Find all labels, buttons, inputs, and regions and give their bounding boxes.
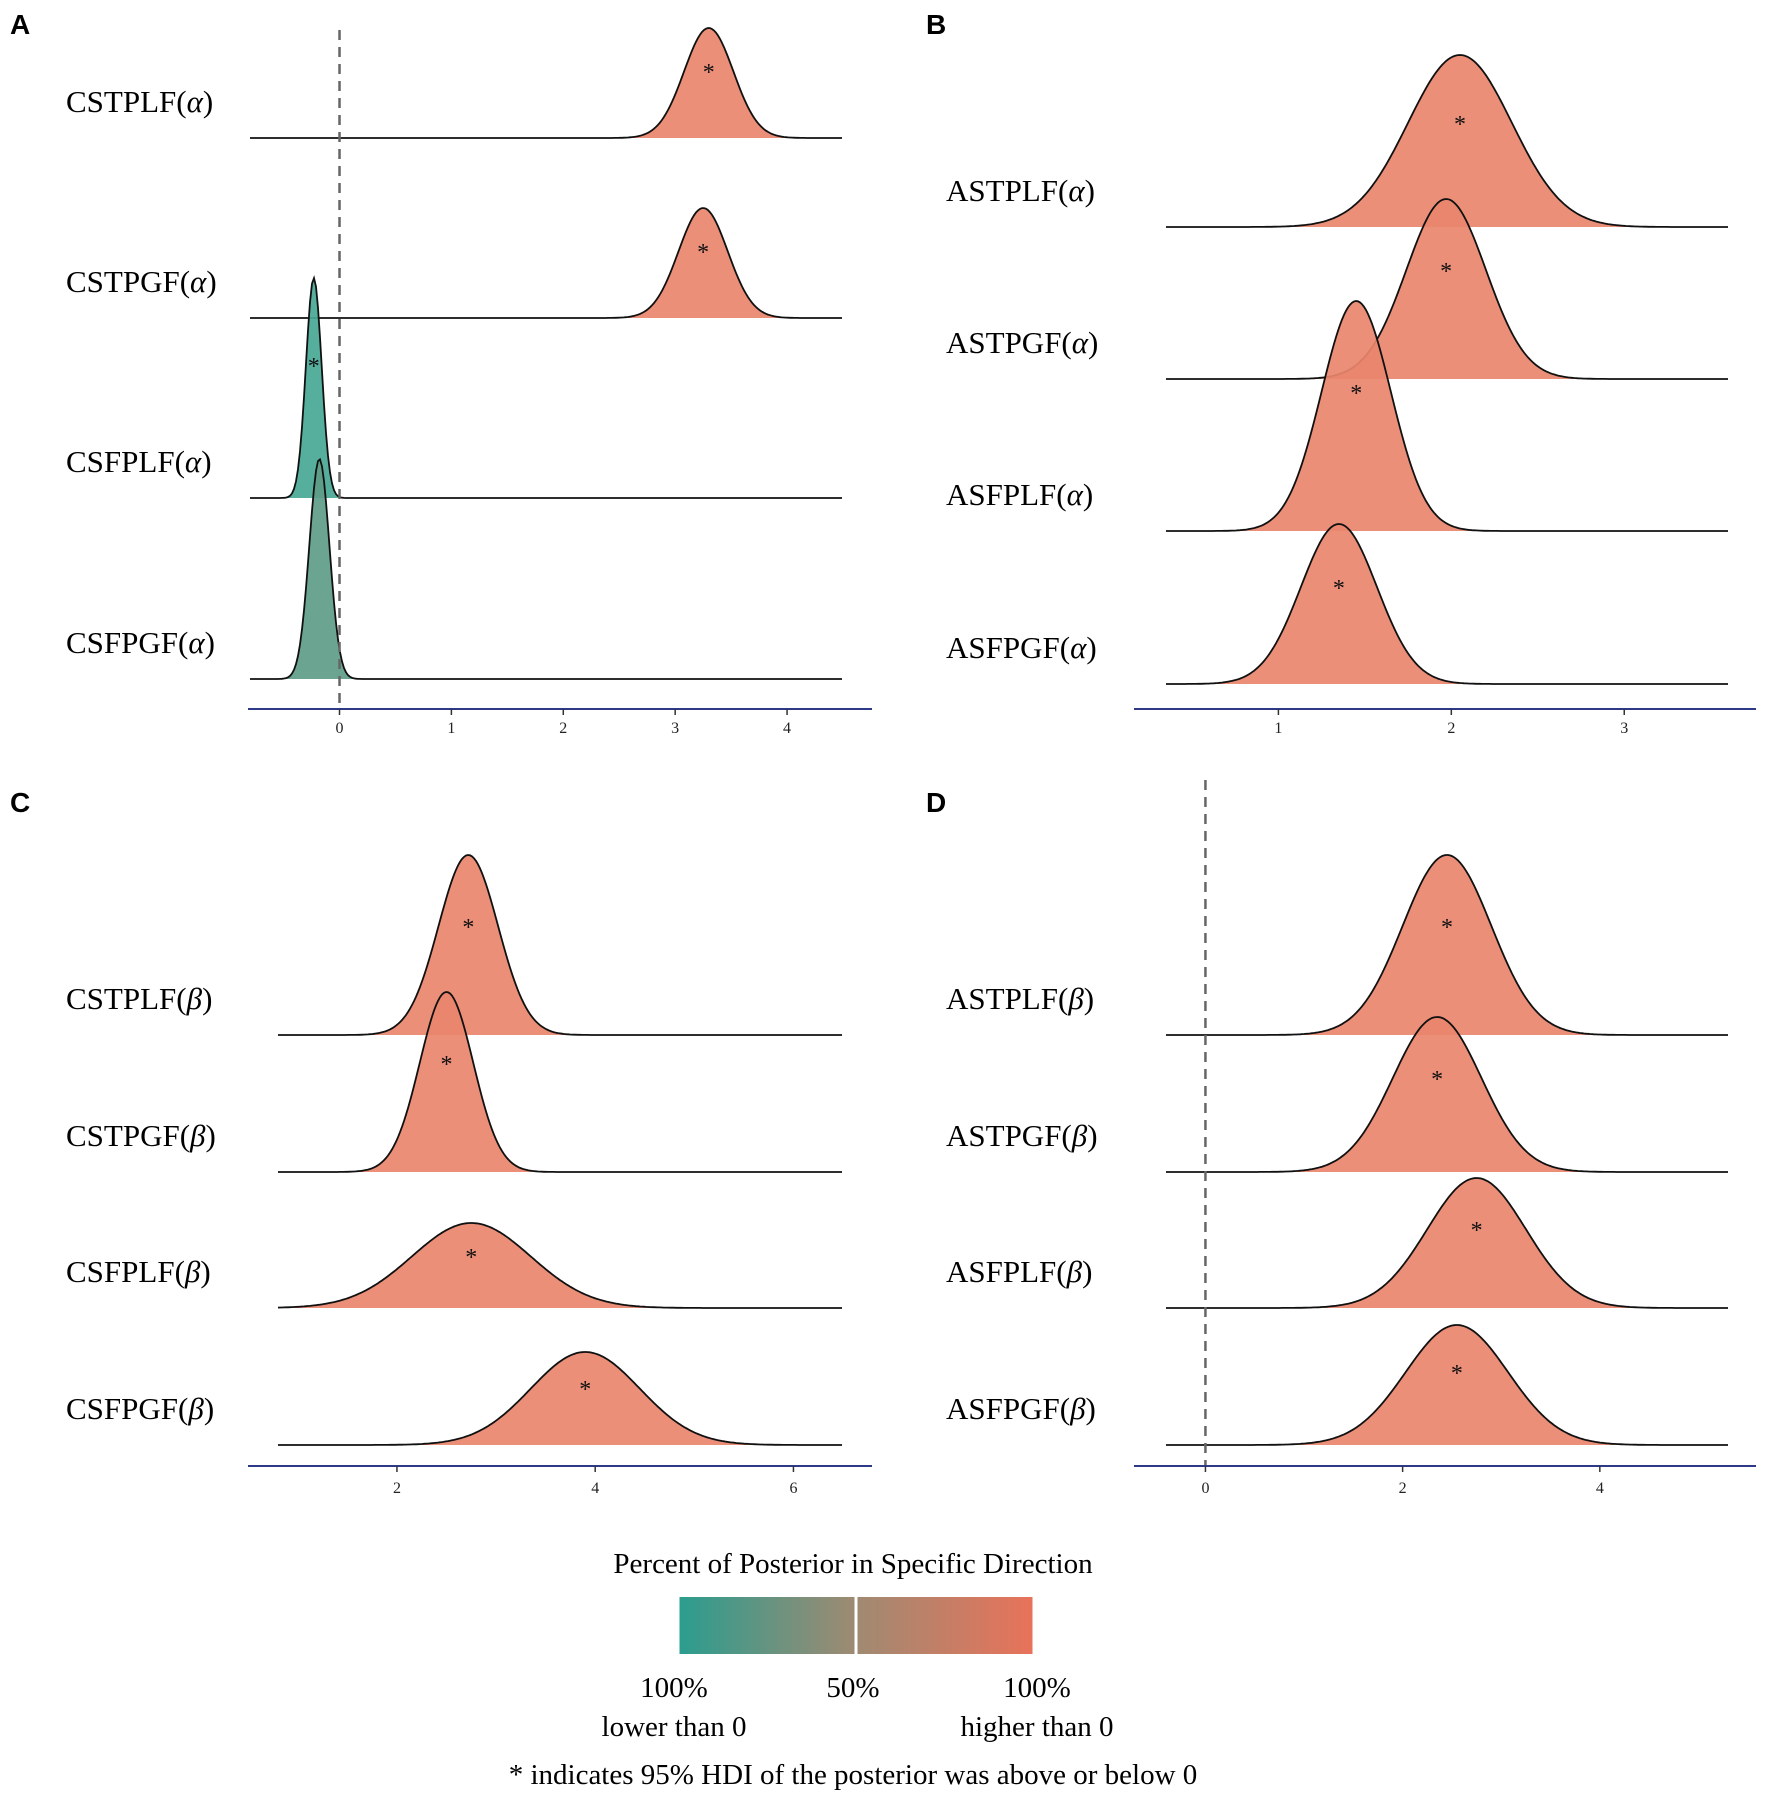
row-label-d-2: ASTPGF(β) bbox=[946, 1118, 1098, 1153]
row-label-a-3: CSFPLF(α) bbox=[66, 444, 212, 479]
ridge-outline-a-1 bbox=[250, 27, 842, 139]
x-tick-label-d-2: 2 bbox=[1399, 1480, 1407, 1497]
ridge-fill-b-2 bbox=[1166, 199, 1728, 379]
hdi-star-c-4: * bbox=[579, 1377, 591, 1403]
row-label-c-1: CSTPLF(β) bbox=[66, 981, 212, 1016]
ridge-outline-b-1 bbox=[1166, 54, 1728, 228]
row-label-d-4: ASFPGF(β) bbox=[946, 1391, 1096, 1426]
x-tick-label-b-2: 2 bbox=[1447, 720, 1455, 737]
ridge-fill-d-4 bbox=[1166, 1325, 1728, 1445]
hdi-star-b-1: * bbox=[1454, 112, 1466, 138]
ridge-outline-c-2 bbox=[278, 991, 842, 1173]
x-tick-label-b-3: 3 bbox=[1620, 720, 1628, 737]
hdi-star-a-2: * bbox=[697, 240, 709, 266]
hdi-star-a-3: * bbox=[308, 354, 320, 380]
row-label-a-4: CSFPGF(α) bbox=[66, 625, 215, 660]
x-tick-label-c-3: 6 bbox=[789, 1480, 797, 1497]
row-label-d-1: ASTPLF(β) bbox=[946, 981, 1094, 1016]
row-label-c-4: CSFPGF(β) bbox=[66, 1391, 214, 1426]
ridge-fill-c-3 bbox=[278, 1223, 843, 1308]
hdi-star-b-4: * bbox=[1333, 576, 1345, 602]
hdi-star-b-3: * bbox=[1350, 381, 1362, 407]
ridge-outline-d-4 bbox=[1166, 1324, 1728, 1446]
row-label-d-3: ASFPLF(β) bbox=[946, 1254, 1092, 1289]
panel-d: D * ASTPLF(β) * ASTPGF(β) * ASFPLF(β) * ASFPGF(β… bbox=[926, 780, 1756, 1497]
legend-right-line2: higher than 0 bbox=[960, 1711, 1113, 1743]
ridge-outline-c-3 bbox=[277, 1222, 842, 1309]
legend: Percent of Posterior in Specific Directi… bbox=[509, 1548, 1198, 1791]
panel-c: C * CSTPLF(β) * CSTPGF(β) * CSFPLF(β) * CSFPGF(β… bbox=[10, 787, 872, 1497]
ridge-fill-b-3 bbox=[1166, 301, 1728, 531]
ridge-fill-b-1 bbox=[1166, 55, 1728, 227]
ridge-outline-a-4 bbox=[250, 457, 842, 680]
x-tick-label-c-1: 2 bbox=[393, 1480, 401, 1497]
hdi-star-a-1: * bbox=[703, 60, 715, 86]
hdi-star-d-2: * bbox=[1431, 1067, 1443, 1093]
x-tick-label-d-1: 0 bbox=[1201, 1480, 1209, 1497]
x-tick-label-b-1: 1 bbox=[1274, 720, 1282, 737]
panel-letter-b: B bbox=[926, 9, 946, 40]
legend-mid-label: 50% bbox=[826, 1672, 879, 1704]
row-label-b-1: ASTPLF(α) bbox=[946, 173, 1095, 208]
ridge-fill-d-1 bbox=[1166, 855, 1728, 1035]
x-tick-label-a-5: 4 bbox=[783, 720, 791, 737]
hdi-star-c-1: * bbox=[462, 915, 474, 941]
x-tick-label-a-2: 1 bbox=[447, 720, 455, 737]
x-tick-label-a-1: 0 bbox=[336, 720, 344, 737]
ridge-outline-c-1 bbox=[278, 854, 842, 1036]
ridge-outline-b-3 bbox=[1166, 300, 1728, 532]
panel-letter-a: A bbox=[10, 9, 30, 40]
ridge-fill-b-4 bbox=[1166, 524, 1728, 684]
legend-right-line1: 100% bbox=[1003, 1672, 1071, 1704]
row-label-a-2: CSTPGF(α) bbox=[66, 264, 217, 299]
panel-a: A * CSTPLF(α) * CSTPGF(α) * CSFPLF(α) CSFPGF(α)… bbox=[10, 9, 872, 737]
ridge-fill-a-2 bbox=[250, 208, 843, 318]
ridge-fill-d-3 bbox=[1166, 1178, 1728, 1308]
hdi-star-b-2: * bbox=[1440, 259, 1452, 285]
panel-letter-c: C bbox=[10, 787, 30, 818]
ridge-outline-a-2 bbox=[250, 207, 842, 319]
panel-letter-d: D bbox=[926, 787, 946, 818]
panel-b: B * ASTPLF(α) * ASTPGF(α) * ASFPLF(α) * ASFPGF(α… bbox=[926, 9, 1756, 737]
footnote: * indicates 95% HDI of the posterior was… bbox=[509, 1759, 1198, 1791]
ridge-fill-a-3 bbox=[250, 278, 843, 498]
ridge-outline-d-1 bbox=[1166, 854, 1728, 1036]
ridge-outline-b-2 bbox=[1166, 198, 1728, 380]
row-label-c-3: CSFPLF(β) bbox=[66, 1254, 211, 1289]
row-label-b-3: ASFPLF(α) bbox=[946, 477, 1093, 512]
hdi-star-d-4: * bbox=[1451, 1361, 1463, 1387]
ridge-fill-c-2 bbox=[278, 992, 843, 1172]
ridge-fill-a-1 bbox=[250, 28, 843, 138]
row-label-b-2: ASTPGF(α) bbox=[946, 325, 1098, 360]
hdi-star-c-2: * bbox=[441, 1052, 453, 1078]
ridge-fill-d-2 bbox=[1166, 1017, 1728, 1172]
ridge-outline-c-4 bbox=[278, 1351, 842, 1446]
x-tick-label-a-4: 3 bbox=[671, 720, 679, 737]
x-tick-label-d-3: 4 bbox=[1596, 1480, 1604, 1497]
x-tick-label-c-2: 4 bbox=[591, 1480, 599, 1497]
hdi-star-d-3: * bbox=[1471, 1218, 1483, 1244]
row-label-c-2: CSTPGF(β) bbox=[66, 1118, 216, 1153]
legend-left-line2: lower than 0 bbox=[602, 1711, 747, 1743]
ridge-outline-b-4 bbox=[1166, 523, 1728, 685]
ridge-fill-c-1 bbox=[278, 855, 843, 1035]
hdi-star-c-3: * bbox=[465, 1245, 477, 1271]
ridge-outline-a-3 bbox=[250, 274, 842, 499]
ridge-outline-d-3 bbox=[1166, 1177, 1728, 1309]
ridge-outline-d-2 bbox=[1166, 1016, 1728, 1173]
row-label-b-4: ASFPGF(α) bbox=[946, 630, 1097, 665]
hdi-star-d-1: * bbox=[1441, 915, 1453, 941]
ridge-fill-a-4 bbox=[250, 459, 843, 679]
legend-title: Percent of Posterior in Specific Directi… bbox=[613, 1548, 1093, 1580]
row-label-a-1: CSTPLF(α) bbox=[66, 84, 213, 119]
ridge-fill-c-4 bbox=[278, 1352, 843, 1445]
x-tick-label-a-3: 2 bbox=[559, 720, 567, 737]
legend-left-line1: 100% bbox=[640, 1672, 708, 1704]
